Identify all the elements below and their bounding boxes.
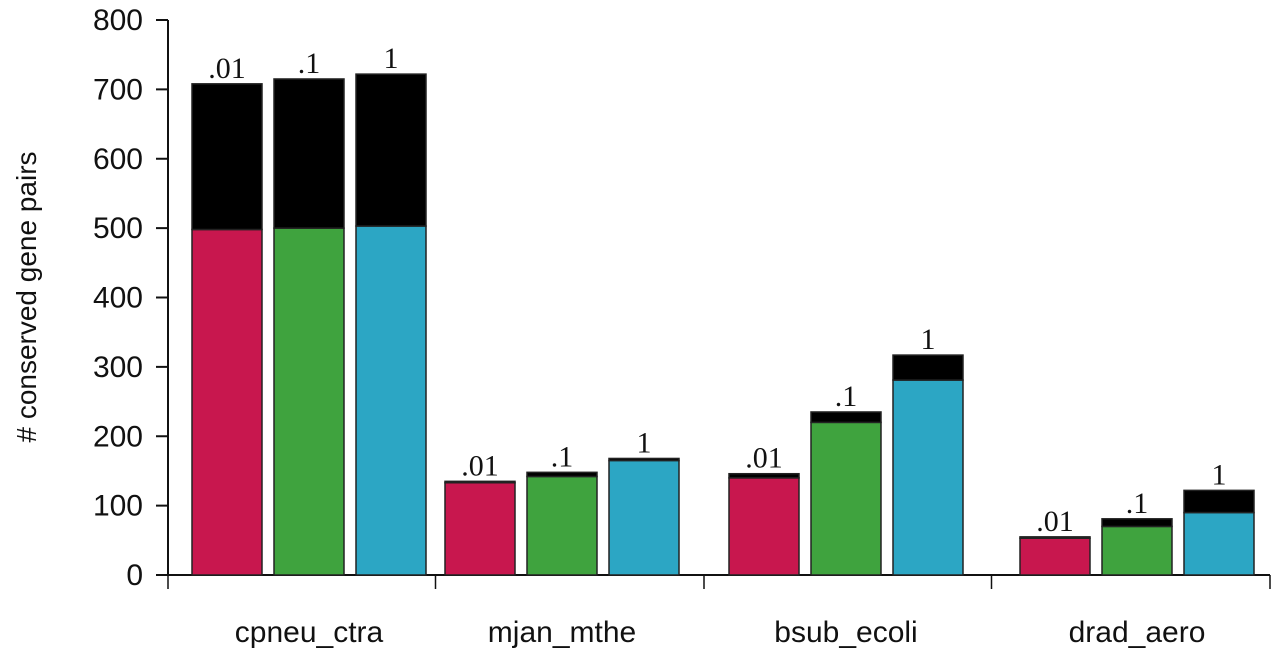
bar-segment-colored: [355, 225, 427, 576]
bar-value-label: .01: [1036, 505, 1074, 538]
bar-segment-colored: [608, 459, 680, 576]
bars: [191, 73, 1255, 576]
y-axis-title: # conserved gene pairs: [11, 151, 42, 442]
bar-segment-colored: [810, 421, 882, 576]
bar-value-label: .01: [208, 52, 246, 85]
bar-segment-colored: [191, 228, 263, 576]
bar-segment-colored: [444, 481, 516, 576]
bar-segment-colored: [1101, 525, 1173, 576]
y-tick-label: 300: [93, 351, 143, 384]
bar-value-label: 1: [1212, 458, 1227, 491]
bar-segment-black: [810, 411, 882, 424]
y-tick-label: 500: [93, 212, 143, 245]
x-axis: cpneu_ctra mjan_mthe bsub_ecoli drad_aero: [167, 574, 1271, 649]
bar-value-label: .1: [298, 47, 321, 80]
bar-segment-black: [1183, 489, 1255, 514]
y-tick-label: 100: [93, 490, 143, 523]
bar-segment-colored: [273, 227, 345, 576]
bar-segment-black: [444, 480, 516, 484]
bar-segment-colored: [1019, 537, 1091, 576]
bar-value-label: 1: [384, 42, 399, 75]
bar-segment-colored: [892, 379, 964, 576]
x-category-label: bsub_ecoli: [774, 616, 917, 649]
bar-segment-black: [1101, 518, 1173, 528]
bar-value-label: 1: [921, 323, 936, 356]
y-axis: 0 100 200 300 400 500 600 700 800: [93, 4, 169, 592]
bar-segment-black: [728, 472, 800, 479]
x-category-label: cpneu_ctra: [235, 616, 384, 649]
bar-value-label: .01: [461, 449, 499, 482]
bar-segment-black: [608, 457, 680, 462]
bar-value-label: 1: [637, 426, 652, 459]
bar-value-label: .01: [745, 442, 783, 475]
bar-value-label: .1: [1126, 487, 1149, 520]
x-category-label: mjan_mthe: [488, 616, 636, 649]
bar-labels: .01 .1 1 .01 .1 1 .01 .1 1 .01 .1 1: [208, 42, 1226, 538]
bar-value-label: .1: [835, 380, 858, 413]
bar-segment-black: [1019, 536, 1091, 539]
x-category-label: drad_aero: [1069, 616, 1206, 649]
bar-segment-black: [355, 73, 427, 227]
y-tick-label: 0: [126, 559, 143, 592]
bar-segment-colored: [1183, 511, 1255, 576]
y-tick-label: 800: [93, 4, 143, 37]
bar-segment-black: [892, 354, 964, 381]
y-tick-label: 600: [93, 143, 143, 176]
bar-segment-black: [191, 83, 263, 231]
bar-segment-black: [526, 471, 598, 478]
bar-segment-colored: [526, 475, 598, 576]
bar-segment-black: [273, 78, 345, 229]
bar-value-label: .1: [551, 440, 574, 473]
y-tick-label: 200: [93, 420, 143, 453]
bar-segment-colored: [728, 477, 800, 576]
y-tick-label: 400: [93, 282, 143, 315]
y-tick-label: 700: [93, 73, 143, 106]
